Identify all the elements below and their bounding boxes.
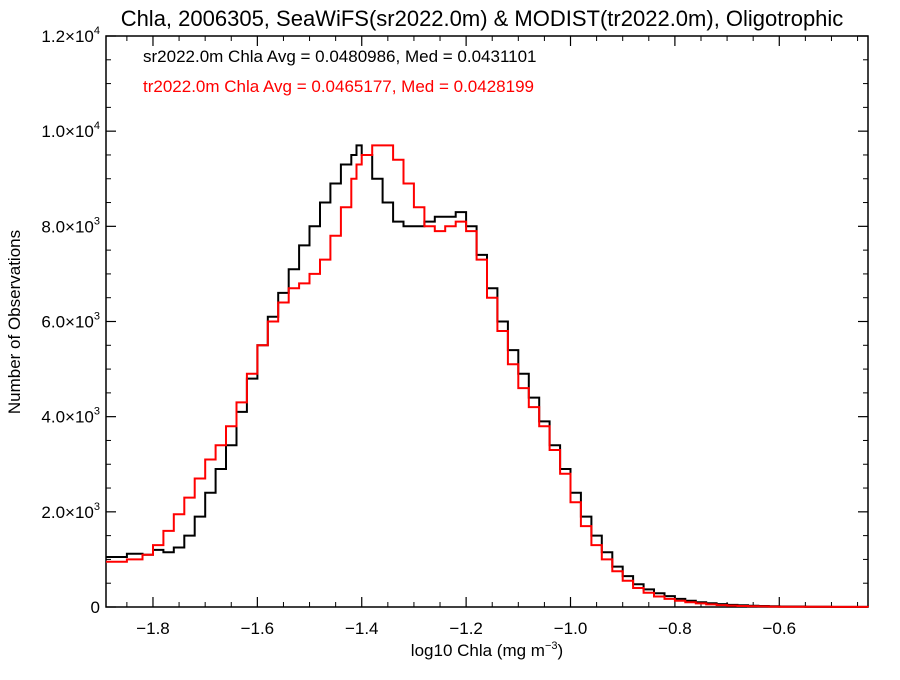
y-tick-mantissa: 2.0×10 (41, 503, 93, 522)
series-1-line (106, 144, 869, 608)
x-tick-label: −1.8 (136, 619, 170, 638)
y-tick-mantissa: 0 (91, 598, 100, 617)
y-axis-label: Number of Observations (5, 230, 24, 414)
y-tick-mantissa: 6.0×10 (41, 313, 93, 332)
y-tick-exponent: 3 (94, 215, 100, 227)
y-tick-exponent: 3 (94, 501, 100, 513)
x-tick-label: −0.8 (658, 619, 692, 638)
x-tick-label: −0.6 (762, 619, 796, 638)
y-tick-mantissa: 1.0×10 (41, 122, 93, 141)
x-axis-label-sup: −3 (545, 640, 558, 652)
chart-title: Chla, 2006305, SeaWiFS(sr2022.0m) & MODI… (121, 6, 844, 31)
annotation-tr-stats: tr2022.0m Chla Avg = 0.0465177, Med = 0.… (143, 77, 534, 96)
series-0-line (106, 144, 869, 608)
x-axis-ticks: −1.8 −1.6 −1.4 −1.2 −1.0 −0.8 −0.6 (126, 36, 859, 638)
x-axis-label: log10 Chla (mg m−3) (411, 640, 563, 660)
y-tick-mantissa: 8.0×10 (41, 217, 93, 236)
x-tick-label: −1.4 (345, 619, 379, 638)
y-tick-exponent: 4 (94, 25, 100, 37)
annotation-sr-stats: sr2022.0m Chla Avg = 0.0480986, Med = 0.… (143, 47, 537, 66)
y-tick-mantissa: 4.0×10 (41, 408, 93, 427)
y-tick-mantissa: 1.2×10 (41, 27, 93, 46)
y-tick-exponent: 3 (94, 406, 100, 418)
series-layer (106, 144, 869, 608)
y-axis-ticks: 02.0×1034.0×1036.0×1038.0×1031.0×1041.2×… (41, 25, 868, 617)
y-tick-label: 6.0×103 (41, 311, 100, 332)
x-axis-label-suffix: ) (558, 641, 564, 660)
y-tick-exponent: 3 (94, 311, 100, 323)
x-tick-label: −1.2 (449, 619, 483, 638)
x-tick-label: −1.6 (241, 619, 275, 638)
x-tick-label: −1.0 (554, 619, 588, 638)
y-tick-label: 1.0×104 (41, 120, 100, 141)
plot-frame (105, 35, 869, 608)
x-axis-label-main: log10 Chla (mg m (411, 641, 545, 660)
y-tick-label: 4.0×103 (41, 406, 100, 427)
y-tick-label: 2.0×103 (41, 501, 100, 522)
y-tick-label: 0 (91, 598, 100, 617)
y-tick-exponent: 4 (94, 120, 100, 132)
y-tick-label: 1.2×104 (41, 25, 100, 46)
y-tick-label: 8.0×103 (41, 215, 100, 236)
